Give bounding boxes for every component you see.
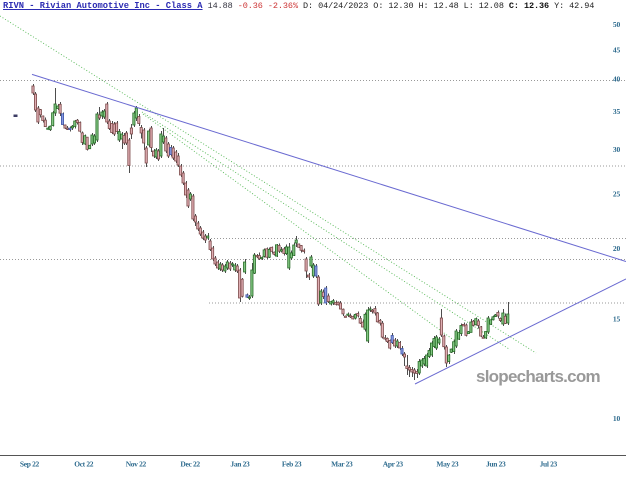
svg-text:Mar 23: Mar 23	[331, 460, 353, 469]
svg-text:20: 20	[613, 244, 621, 253]
svg-text:35: 35	[613, 107, 621, 116]
svg-text:15: 15	[613, 315, 621, 324]
svg-text:30: 30	[613, 145, 621, 154]
svg-text:Jul 23: Jul 23	[540, 460, 558, 469]
svg-text:Jan 23: Jan 23	[230, 460, 250, 469]
svg-text:slopecharts.com: slopecharts.com	[476, 367, 600, 386]
svg-text:25: 25	[613, 190, 621, 199]
svg-text:50: 50	[613, 20, 621, 29]
svg-text:Jun 23: Jun 23	[486, 460, 506, 469]
svg-text:10: 10	[613, 414, 621, 423]
svg-text:45: 45	[613, 46, 621, 55]
svg-text:Sep 22: Sep 22	[20, 460, 40, 469]
svg-text:Feb 23: Feb 23	[282, 460, 302, 469]
svg-text:Oct 22: Oct 22	[74, 460, 94, 469]
svg-text:Nov 22: Nov 22	[126, 460, 147, 469]
svg-text:40: 40	[613, 75, 621, 84]
svg-text:Dec 22: Dec 22	[180, 460, 200, 469]
svg-text:Apr 23: Apr 23	[383, 460, 404, 469]
svg-text:May 23: May 23	[436, 460, 458, 469]
